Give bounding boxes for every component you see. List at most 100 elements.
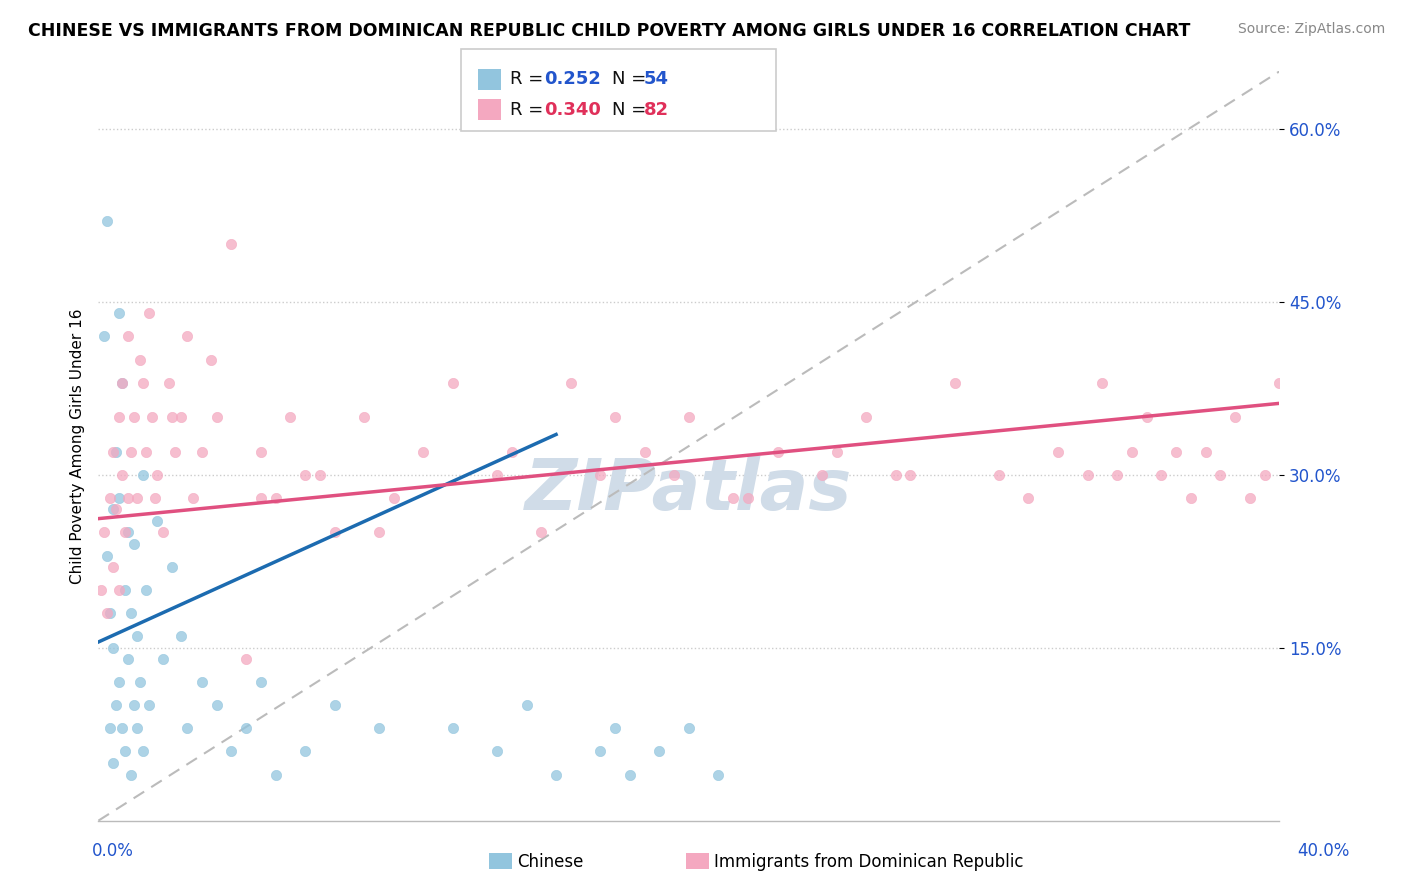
Point — [766, 444, 789, 458]
Text: 0.340: 0.340 — [544, 101, 600, 119]
Point — [111, 722, 134, 736]
Point — [135, 583, 157, 598]
Point — [294, 744, 316, 758]
Point — [368, 525, 391, 540]
Point — [125, 491, 148, 505]
Point — [988, 467, 1011, 482]
Point — [143, 491, 166, 505]
Point — [353, 410, 375, 425]
Point — [125, 722, 148, 736]
Point — [1107, 467, 1129, 482]
Point — [810, 467, 832, 482]
Text: R =: R = — [510, 101, 550, 119]
Point — [90, 583, 112, 598]
Point — [1150, 467, 1173, 482]
Point — [280, 410, 302, 425]
Point — [117, 329, 139, 343]
Point — [412, 444, 434, 458]
Text: Immigrants from Dominican Republic: Immigrants from Dominican Republic — [714, 853, 1024, 871]
Point — [250, 675, 273, 690]
Text: 82: 82 — [644, 101, 669, 119]
Point — [382, 491, 405, 505]
Point — [200, 352, 222, 367]
Point — [589, 744, 612, 758]
Point — [235, 652, 257, 666]
Point — [170, 410, 193, 425]
Point — [152, 652, 174, 666]
Point — [441, 722, 464, 736]
Point — [135, 444, 157, 458]
Point — [323, 525, 346, 540]
Point — [546, 767, 568, 781]
Point — [1195, 444, 1218, 458]
Point — [648, 744, 671, 758]
Point — [589, 467, 612, 482]
Point — [103, 640, 125, 655]
Point — [1077, 467, 1099, 482]
Point — [855, 410, 877, 425]
Point — [1136, 410, 1159, 425]
Point — [132, 467, 155, 482]
Point — [120, 606, 142, 620]
Point — [250, 491, 273, 505]
Point — [128, 675, 150, 690]
Point — [664, 467, 686, 482]
Point — [205, 698, 228, 713]
Point — [128, 352, 150, 367]
Point — [1166, 444, 1188, 458]
Point — [170, 629, 193, 643]
Point — [176, 722, 198, 736]
Point — [205, 410, 228, 425]
Point — [309, 467, 332, 482]
Point — [264, 491, 287, 505]
Point — [250, 444, 273, 458]
Point — [108, 306, 131, 320]
Point — [176, 329, 198, 343]
Point — [132, 376, 155, 390]
Point — [221, 237, 243, 252]
Point — [825, 444, 848, 458]
Point — [120, 444, 142, 458]
Text: N =: N = — [612, 70, 651, 88]
Point — [737, 491, 759, 505]
Point — [1254, 467, 1277, 482]
Point — [108, 583, 131, 598]
Point — [105, 698, 128, 713]
Point — [108, 491, 131, 505]
Point — [619, 767, 641, 781]
Point — [294, 467, 316, 482]
Point — [501, 444, 523, 458]
Point — [98, 722, 121, 736]
Point — [368, 722, 391, 736]
Point — [1121, 444, 1143, 458]
Point — [111, 376, 134, 390]
Point — [103, 560, 125, 574]
Point — [884, 467, 907, 482]
Point — [605, 722, 627, 736]
Point — [486, 467, 509, 482]
Point — [678, 410, 700, 425]
Point — [1046, 444, 1070, 458]
Point — [441, 376, 464, 390]
Point — [707, 767, 730, 781]
Point — [98, 606, 121, 620]
Point — [122, 410, 145, 425]
Point — [1018, 491, 1040, 505]
Point — [114, 744, 136, 758]
Point — [723, 491, 745, 505]
Point — [1239, 491, 1261, 505]
Point — [516, 698, 538, 713]
Point — [120, 767, 142, 781]
Point — [96, 606, 118, 620]
Point — [108, 410, 131, 425]
Point — [132, 744, 155, 758]
Text: 0.252: 0.252 — [544, 70, 600, 88]
Point — [181, 491, 204, 505]
Point — [191, 444, 214, 458]
Point — [114, 583, 136, 598]
Point — [1225, 410, 1247, 425]
Point — [105, 502, 128, 516]
Point — [165, 444, 187, 458]
Point — [678, 722, 700, 736]
Point — [560, 376, 582, 390]
